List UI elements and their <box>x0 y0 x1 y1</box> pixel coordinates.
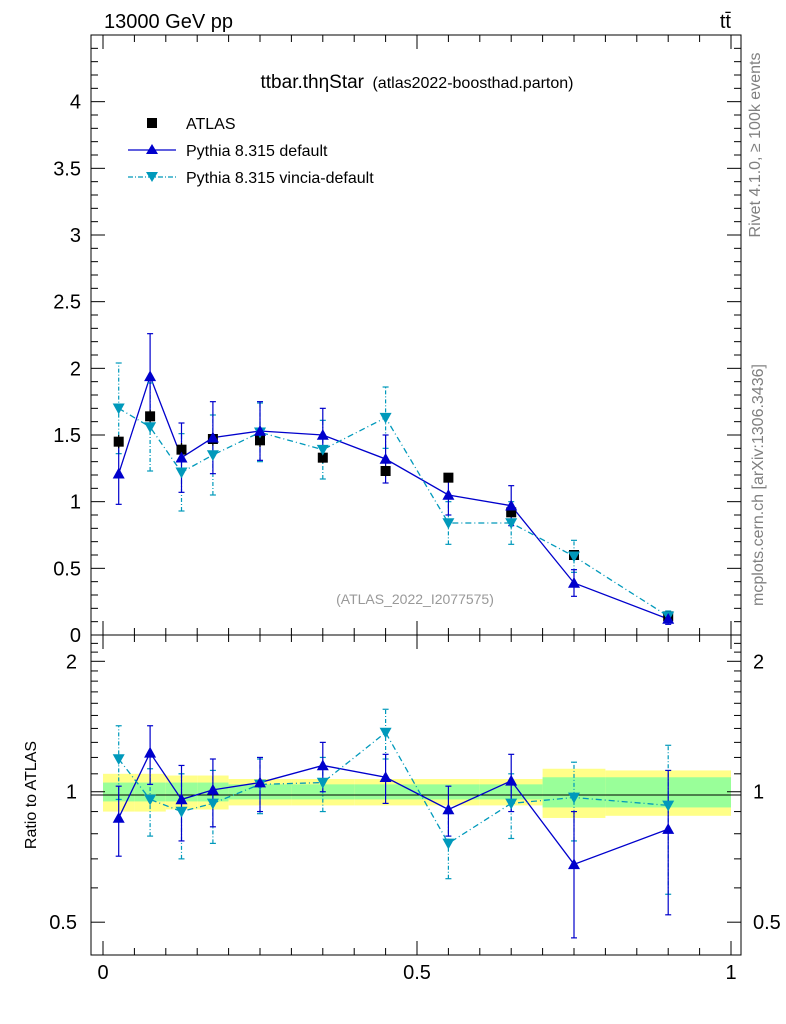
ratio-default-point <box>316 759 329 771</box>
plot-title: ttbar.thηStar (atlas2022-boosthad.parton… <box>261 72 574 93</box>
vincia-point <box>175 467 188 479</box>
ratio-vincia-point <box>442 838 455 850</box>
ratio-default-point <box>254 776 266 788</box>
default-point <box>442 489 455 500</box>
ratio-default-point <box>175 793 188 805</box>
rivet-label: Rivet 4.1.0, ≥ 100k events <box>747 53 764 238</box>
ratio-ytick-label-right: 0.5 <box>753 912 781 934</box>
ratio-ytick-label: 2 <box>66 651 77 673</box>
energy-label: 13000 GeV pp <box>104 11 233 33</box>
ratio-default-point <box>144 746 157 758</box>
ratio-ytick-label-right: 2 <box>753 651 764 673</box>
default-point <box>568 577 580 588</box>
legend-vincia-label: Pythia 8.315 vincia-default <box>186 170 374 187</box>
main-ytick-label: 3 <box>70 225 81 247</box>
ratio-default-point <box>662 823 675 834</box>
ratio-vincia-point <box>568 792 580 804</box>
ratio-vincia-point <box>206 798 219 810</box>
ratio-ticks: 0.5 0.5 1 1 2 2 0 0.5 1 <box>49 634 781 984</box>
ratio-vincia-point <box>175 806 188 818</box>
ratio-default-point <box>568 858 580 870</box>
vincia-point <box>568 551 580 563</box>
mcplots-label: mcplots.cern.ch [arXiv:1306.3436] <box>750 364 767 606</box>
ratio-default-point <box>379 771 392 783</box>
ratio-vincia-point <box>112 754 125 766</box>
legend: ATLAS Pythia 8.315 default Pythia 8.315 … <box>128 116 374 187</box>
ratio-panel: 0.5 0.5 1 1 2 2 0 0.5 1 <box>49 634 781 984</box>
default-point <box>144 370 157 382</box>
default-point <box>316 429 329 440</box>
ratio-xtick-label: 0 <box>97 962 108 984</box>
main-ticks: 0 0.5 1 1.5 2 2.5 3 3.5 4 <box>53 34 741 647</box>
legend-vincia-marker <box>146 172 158 182</box>
ratio-default-point <box>442 803 455 815</box>
default-point <box>206 431 219 443</box>
main-ytick-label: 2.5 <box>53 292 81 314</box>
default-point <box>662 613 675 624</box>
ratio-ytick-label: 1 <box>66 782 77 804</box>
vincia-point <box>442 518 455 529</box>
vincia-point <box>206 450 219 461</box>
vincia-point <box>379 412 392 424</box>
ratio-vincia-point <box>316 777 329 789</box>
ratio-vincia-point <box>144 794 157 806</box>
ratio-ytick-label: 0.5 <box>49 912 77 934</box>
default-point <box>379 453 392 464</box>
main-ytick-label: 0 <box>70 625 81 647</box>
legend-atlas-label: ATLAS <box>186 116 236 133</box>
main-ytick-label: 2 <box>70 358 81 380</box>
ratio-frame <box>90 634 742 956</box>
default-point <box>254 425 266 436</box>
default-series-line <box>118 374 669 620</box>
ratio-default-point <box>505 774 518 786</box>
ratio-xtick-label: 1 <box>725 962 736 984</box>
main-panel: 0 0.5 1 1.5 2 2.5 3 3.5 4 ttbar.thηStar (atlas20… <box>53 34 742 647</box>
analysis-watermark: (ATLAS_2022_I2077575) <box>336 591 494 607</box>
legend-default-label: Pythia 8.315 default <box>186 143 328 160</box>
ratio-vincia-point <box>379 727 392 739</box>
vincia-point <box>316 444 329 456</box>
main-marks <box>112 333 675 625</box>
legend-default-marker <box>146 144 158 154</box>
main-ytick-label: 4 <box>70 92 81 114</box>
vincia-series-line <box>118 407 669 617</box>
ratio-marks <box>112 708 675 939</box>
main-ytick-label: 1 <box>70 492 81 514</box>
main-ytick-label: 0.5 <box>53 558 81 580</box>
vincia-point <box>505 518 518 529</box>
ratio-xtick-label: 0.5 <box>403 962 431 984</box>
vincia-point <box>112 403 125 415</box>
process-label: tt̄ <box>720 11 732 33</box>
main-ytick-label: 3.5 <box>53 158 81 180</box>
default-point <box>175 451 188 463</box>
ratio-vincia-point <box>505 798 518 810</box>
main-ytick-label: 1.5 <box>53 425 81 447</box>
ratio-default-point <box>112 811 125 823</box>
ratio-ylabel: Ratio to ATLAS <box>23 741 40 849</box>
ratio-band-inner <box>134 782 166 802</box>
default-point <box>505 499 518 511</box>
ratio-default-point <box>206 783 219 795</box>
vincia-point <box>144 422 157 433</box>
ratio-ytick-label-right: 1 <box>753 782 764 804</box>
legend-atlas-marker <box>147 118 157 128</box>
default-point <box>112 467 125 479</box>
ratio-vincia-point <box>662 800 675 812</box>
